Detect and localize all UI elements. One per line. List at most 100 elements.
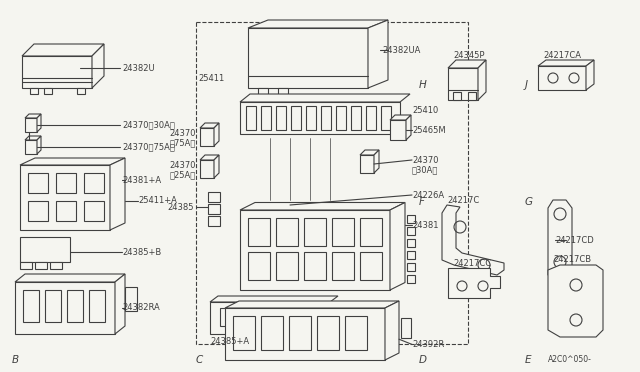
Text: 25410: 25410 [412,106,438,115]
Polygon shape [225,301,399,308]
Polygon shape [276,106,286,130]
Polygon shape [448,68,478,100]
Bar [233,316,255,350]
Bar [28,173,48,193]
Polygon shape [240,210,390,290]
Bar [401,318,411,338]
Bar [89,290,105,322]
Polygon shape [115,274,125,334]
Polygon shape [368,20,388,88]
Polygon shape [291,106,301,130]
Polygon shape [25,140,37,154]
Text: 24217C: 24217C [447,196,479,205]
Text: J: J [525,80,528,90]
Polygon shape [200,123,219,128]
Polygon shape [374,150,379,173]
Polygon shape [258,88,268,96]
Text: 24226A: 24226A [412,190,444,199]
Text: G: G [525,197,532,207]
Bar [23,290,39,322]
Bar [28,201,48,221]
Text: 24370　75A、: 24370 75A、 [122,142,175,151]
Polygon shape [22,56,92,88]
Text: 24392R: 24392R [412,340,444,349]
Polygon shape [50,262,62,269]
Text: 24385+B: 24385+B [122,247,161,257]
Polygon shape [385,301,399,360]
Polygon shape [336,106,346,130]
Text: A2C0^050-: A2C0^050- [548,356,592,365]
Polygon shape [381,106,391,130]
Text: 24217CC: 24217CC [453,259,491,267]
Polygon shape [306,106,316,130]
Text: 25411: 25411 [198,74,224,83]
Polygon shape [214,155,219,178]
Bar [276,218,298,246]
Polygon shape [208,216,220,226]
Bar [220,308,248,326]
Polygon shape [15,274,125,282]
Bar [317,316,339,350]
Bar [345,316,367,350]
Text: 24370: 24370 [170,128,196,138]
Polygon shape [25,118,37,132]
Bar [407,227,415,235]
Bar [407,215,415,223]
Text: 24370: 24370 [170,160,196,170]
Text: 24385+A: 24385+A [210,337,249,346]
Polygon shape [20,237,70,262]
Polygon shape [406,115,411,140]
Text: 24370　30A、: 24370 30A、 [122,121,175,129]
Polygon shape [548,200,572,280]
Polygon shape [22,44,104,56]
Polygon shape [77,88,85,94]
Bar [453,92,461,100]
Bar [125,287,137,311]
Text: （30A）: （30A） [412,166,438,174]
Text: 25411+A: 25411+A [138,196,177,205]
Text: 24217CD: 24217CD [555,235,594,244]
Bar [56,201,76,221]
Bar [407,275,415,283]
Text: 24382U: 24382U [122,64,155,73]
Polygon shape [208,192,220,202]
Bar [332,252,354,280]
Polygon shape [248,20,388,28]
Polygon shape [200,155,219,160]
Polygon shape [278,88,288,96]
Polygon shape [15,282,115,334]
Text: 24385: 24385 [168,202,194,212]
Text: 24382UA: 24382UA [382,45,420,55]
Text: 25465M: 25465M [412,125,445,135]
Bar [468,92,476,100]
Polygon shape [390,120,406,140]
Text: C: C [195,355,202,365]
Bar [276,252,298,280]
Polygon shape [448,60,486,68]
Polygon shape [110,158,125,230]
Polygon shape [248,28,368,88]
Polygon shape [37,136,41,154]
Polygon shape [44,88,52,94]
Polygon shape [448,268,500,298]
Text: 24381: 24381 [412,221,438,230]
Polygon shape [246,106,256,130]
Bar [304,218,326,246]
Polygon shape [478,60,486,100]
Polygon shape [20,165,110,230]
Bar [256,308,284,326]
Polygon shape [390,202,405,290]
Polygon shape [360,150,379,155]
Polygon shape [548,265,603,337]
Bar [45,290,61,322]
Polygon shape [321,106,331,130]
Polygon shape [240,202,405,210]
Bar [292,308,320,326]
Polygon shape [538,66,586,90]
Text: F: F [419,197,425,207]
Polygon shape [25,114,41,118]
Bar [84,201,104,221]
Polygon shape [261,106,271,130]
Polygon shape [214,123,219,146]
Bar [360,252,382,280]
